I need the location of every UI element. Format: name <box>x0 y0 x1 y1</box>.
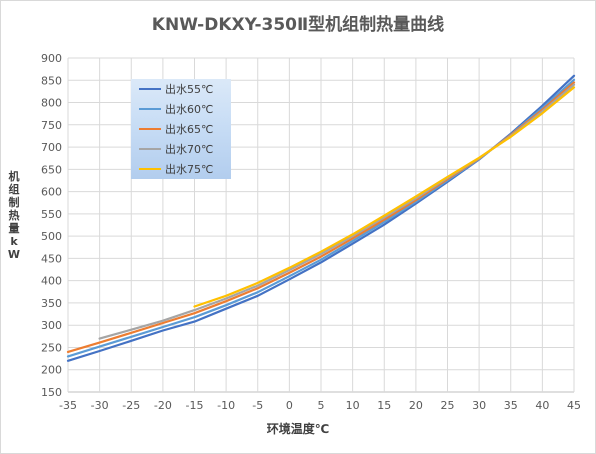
y-tick-label: 850 <box>41 74 62 87</box>
x-tick-label: -10 <box>217 399 235 412</box>
x-axis-label: 环境温度℃ <box>266 422 330 436</box>
x-tick-label: 25 <box>441 399 455 412</box>
legend-swatch-60 <box>139 108 161 110</box>
y-tick-label: 700 <box>41 141 62 154</box>
x-tick-label: -25 <box>122 399 140 412</box>
x-tick-label: -35 <box>59 399 77 412</box>
x-tick-label: 0 <box>286 399 293 412</box>
legend-label-75: 出水75℃ <box>165 163 214 176</box>
series-line-5 <box>193 86 576 308</box>
legend: 出水55℃ 出水60℃ 出水65℃ 出水70℃ 出水75℃ <box>131 79 231 179</box>
y-tick-label: 450 <box>41 252 62 265</box>
x-tick-label: 45 <box>567 399 581 412</box>
x-tick-label: -20 <box>154 399 172 412</box>
x-tick-label: -15 <box>186 399 204 412</box>
x-tick-label: 35 <box>504 399 518 412</box>
legend-swatch-75 <box>139 168 161 170</box>
legend-label-55: 出水55℃ <box>165 83 214 96</box>
y-tick-label: 400 <box>41 275 62 288</box>
legend-swatch-65 <box>139 128 161 130</box>
y-tick-label: 550 <box>41 208 62 221</box>
x-tick-label: 10 <box>346 399 360 412</box>
y-tick-label: 650 <box>41 163 62 176</box>
y-tick-label: 750 <box>41 119 62 132</box>
x-tick-label: -5 <box>252 399 263 412</box>
x-tick-label: 40 <box>535 399 549 412</box>
legend-item-60: 出水60℃ <box>139 99 231 119</box>
y-tick-label: 350 <box>41 297 62 310</box>
legend-swatch-55 <box>139 88 161 90</box>
y-tick-label: 200 <box>41 364 62 377</box>
chart-title: KNW-DKXY-350Ⅱ型机组制热量曲线 <box>151 15 445 35</box>
x-tick-label: 20 <box>409 399 423 412</box>
y-tick-label: 250 <box>41 341 62 354</box>
legend-swatch-70 <box>139 148 161 150</box>
y-tick-label: 150 <box>41 386 62 399</box>
legend-item-55: 出水55℃ <box>139 79 231 99</box>
legend-label-70: 出水70℃ <box>165 143 214 156</box>
legend-item-70: 出水70℃ <box>139 139 231 159</box>
legend-label-60: 出水60℃ <box>165 103 214 116</box>
y-tick-label: 600 <box>41 186 62 199</box>
x-tick-label: -30 <box>91 399 109 412</box>
legend-item-65: 出水65℃ <box>139 119 231 139</box>
y-tick-label: 800 <box>41 97 62 110</box>
x-tick-label: 30 <box>472 399 486 412</box>
legend-label-65: 出水65℃ <box>165 123 214 136</box>
legend-item-75: 出水75℃ <box>139 159 231 179</box>
y-tick-label: 300 <box>41 319 62 332</box>
y-tick-label: 500 <box>41 230 62 243</box>
y-tick-label: 900 <box>41 52 62 65</box>
y-axis-label: 机组制热量kW <box>7 170 21 261</box>
x-tick-label: 5 <box>318 399 325 412</box>
x-tick-label: 15 <box>377 399 391 412</box>
